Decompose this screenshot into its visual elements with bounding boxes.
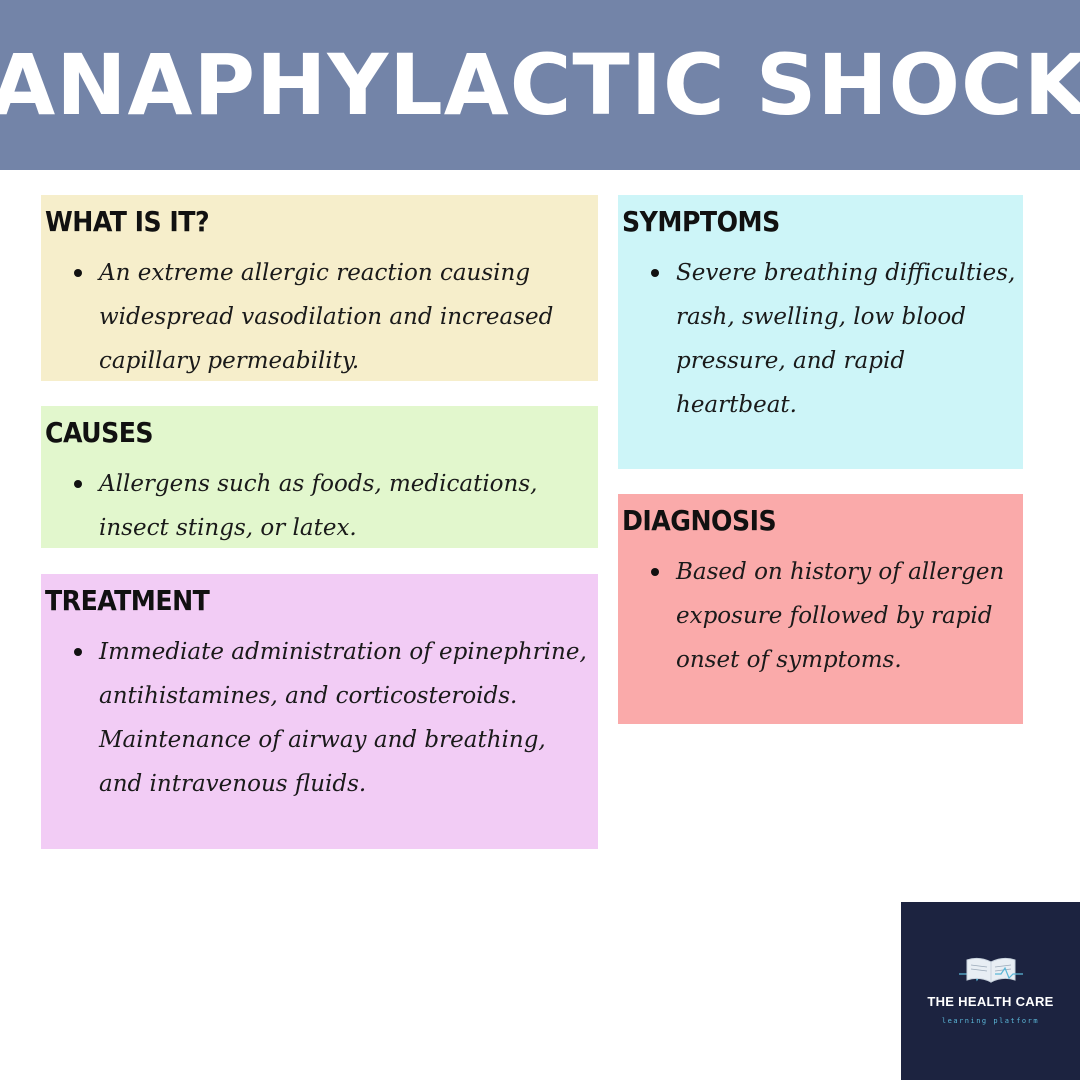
list-item-text: Severe breathing difficulties, rash, swe…: [676, 260, 1016, 418]
causes-heading: CAUSES: [45, 416, 154, 449]
treatment-card: TREATMENT Immediate administration of ep…: [41, 574, 598, 849]
open-book-heartbeat-icon: [959, 957, 1023, 983]
symptoms-card: SYMPTOMS Severe breathing difficulties, …: [618, 195, 1023, 469]
bullet-icon: [651, 269, 659, 277]
what-is-it-heading: WHAT IS IT?: [45, 205, 210, 238]
list-item: An extreme allergic reaction causing wid…: [71, 251, 592, 383]
treatment-heading: TREATMENT: [45, 584, 210, 617]
brand-logo: THE HEALTH CARE learning platform: [901, 902, 1080, 1080]
list-item: Severe breathing difficulties, rash, swe…: [648, 251, 1017, 427]
brand-tagline: learning platform: [941, 1017, 1040, 1025]
treatment-list: Immediate administration of epinephrine,…: [71, 630, 592, 806]
list-item: Allergens such as foods, medications, in…: [71, 462, 592, 550]
bullet-icon: [74, 269, 82, 277]
list-item-text: Based on history of allergen exposure fo…: [676, 559, 1005, 673]
symptoms-heading: SYMPTOMS: [622, 205, 780, 238]
diagnosis-list: Based on history of allergen exposure fo…: [648, 550, 1017, 682]
what-is-it-card: WHAT IS IT? An extreme allergic reaction…: [41, 195, 598, 381]
causes-list: Allergens such as foods, medications, in…: [71, 462, 592, 550]
causes-card: CAUSES Allergens such as foods, medicati…: [41, 406, 598, 548]
bullet-icon: [651, 568, 659, 576]
page-title: ANAPHYLACTIC SHOCK: [0, 36, 1080, 134]
what-is-it-list: An extreme allergic reaction causing wid…: [71, 251, 592, 383]
diagnosis-card: DIAGNOSIS Based on history of allergen e…: [618, 494, 1023, 724]
title-banner: ANAPHYLACTIC SHOCK: [0, 0, 1080, 170]
list-item-text: An extreme allergic reaction causing wid…: [99, 260, 554, 374]
diagnosis-heading: DIAGNOSIS: [622, 504, 777, 537]
symptoms-list: Severe breathing difficulties, rash, swe…: [648, 251, 1017, 427]
list-item: Based on history of allergen exposure fo…: [648, 550, 1017, 682]
bullet-icon: [74, 648, 82, 656]
bullet-icon: [74, 480, 82, 488]
brand-name: THE HEALTH CARE: [927, 994, 1054, 1009]
list-item-text: Allergens such as foods, medications, in…: [99, 471, 538, 541]
list-item-text: Immediate administration of epinephrine,…: [99, 639, 587, 797]
list-item: Immediate administration of epinephrine,…: [71, 630, 592, 806]
